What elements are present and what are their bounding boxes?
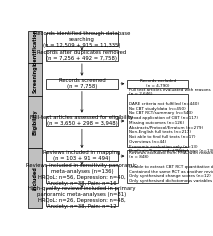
Text: High-quality reviews included in primary
panoramic meta-analyses (n=81)
HRQoL: n: High-quality reviews included in primary… [28,186,136,209]
Text: Reviews excluded from PMA, with reasons
(n = 848)

Unable to extract CBT RCT qua: Reviews excluded from PMA, with reasons … [129,151,213,183]
Bar [46,188,118,206]
Text: Records after duplicates removed
(n = 7,256 + 492 = 7,758): Records after duplicates removed (n = 7,… [37,50,127,61]
Bar [28,148,42,208]
Text: Full text articles evaluated with reasons
(n = 2,646)

DARE criteria not fulfill: Full text articles evaluated with reason… [129,88,213,153]
Text: Records screened
(n = 7,758): Records screened (n = 7,758) [59,78,105,89]
Bar [46,151,118,161]
Text: Full-text articles assessed for eligibility
(n = 3,650 + 298 = 3,948): Full-text articles assessed for eligibil… [30,115,134,126]
Bar [46,79,118,89]
Text: Included: Included [33,166,38,190]
Text: Records identified through database
searching
(n = 12,509 + 915 = 11,335): Records identified through database sear… [34,31,130,48]
Text: Eligibility: Eligibility [33,109,38,135]
Bar [127,150,189,183]
Text: Reviews included in mapping
(n = 103 + 91 = 494): Reviews included in mapping (n = 103 + 9… [43,151,121,161]
Text: Records excluded
(n = 4,790): Records excluded (n = 4,790) [140,80,176,88]
Bar [28,63,42,96]
Bar [46,33,118,46]
Text: Screening: Screening [33,65,38,93]
Bar [46,116,118,126]
Text: Identification: Identification [33,28,38,66]
Bar [127,94,189,147]
Bar [46,165,118,183]
Bar [127,80,189,88]
Bar [28,31,42,63]
Bar [28,96,42,148]
Text: Reviews included in sensitivity panoramic
meta-analyses (n=136)
HRQoL: n=56, Dep: Reviews included in sensitivity panorami… [26,163,137,185]
Bar [46,50,118,61]
